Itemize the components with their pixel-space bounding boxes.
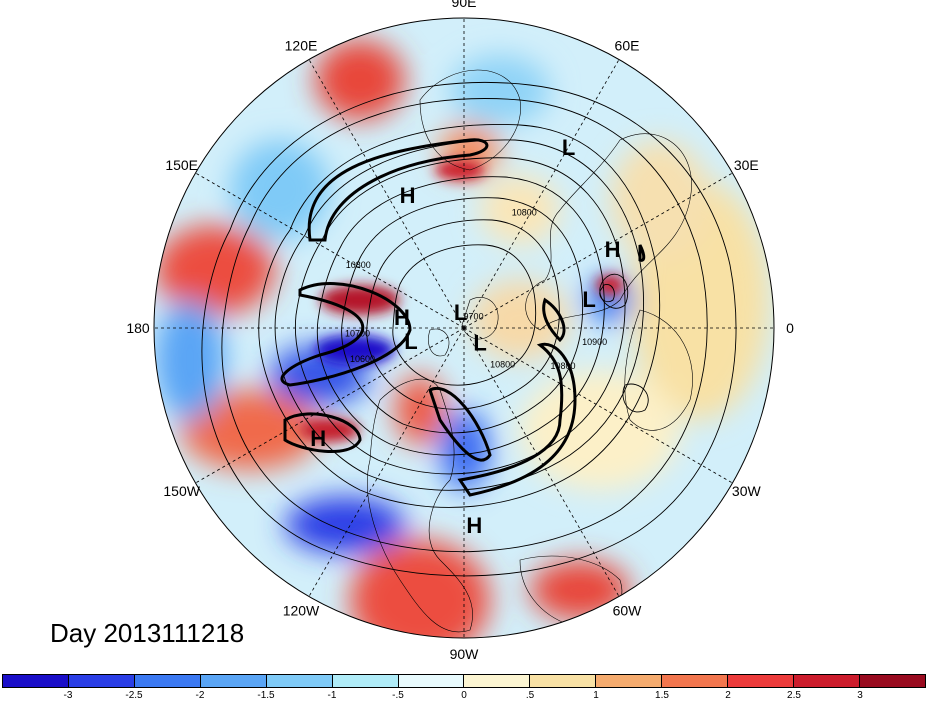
meridian-line [308, 327, 465, 597]
longitude-label: 150W [163, 483, 200, 499]
meridian-line [195, 327, 465, 484]
longitude-label: 0 [786, 320, 794, 336]
colorbar-segment [794, 675, 860, 687]
high-pressure-marker: H [605, 237, 621, 262]
colorbar-segment [134, 675, 201, 687]
colorbar-tick-label: 3 [857, 690, 863, 701]
meridian-line [463, 172, 733, 329]
high-pressure-marker: H [394, 305, 410, 330]
longitude-label: 180 [126, 320, 150, 336]
longitude-labels: 90E 60E 30E 0 30W 60W 90W 120W 150W 180 150E 120E [126, 0, 794, 662]
meridian-line [308, 59, 465, 329]
longitude-label: 60W [613, 602, 643, 618]
low-pressure-marker: L [454, 300, 467, 325]
colorbar-tick-label: 2.5 [787, 690, 801, 701]
contour-label: 9700 [464, 311, 484, 321]
longitude-label: 150E [165, 157, 198, 173]
colorbar-segment [266, 675, 333, 687]
longitude-label: 120W [283, 602, 320, 618]
colorbar-tick-label: 1 [593, 690, 599, 701]
height-contours [201, 81, 737, 577]
colorbar-tick-label: -1.5 [257, 690, 275, 701]
colorbar-segment [859, 675, 925, 687]
low-pressure-marker: L [562, 135, 575, 160]
contour-label: 10700 [345, 328, 370, 338]
colorbar-segment [530, 675, 597, 687]
colorbar-tick-label: -2.5 [125, 690, 143, 701]
coastlines [367, 69, 693, 633]
longitude-label: 90W [450, 646, 480, 662]
colorbar-tick-label: -3 [63, 690, 73, 701]
contour-label: 10800 [490, 360, 515, 370]
colorbar-segment [332, 675, 399, 687]
colorbar-tick-label: -1 [327, 690, 337, 701]
colorbar-tick-label: -2 [195, 690, 205, 701]
contour-label: 10800 [550, 361, 575, 371]
jet-contours [280, 138, 646, 497]
graticule [154, 18, 774, 638]
longitude-label: 30E [734, 157, 759, 173]
colorbar-tick-label: 1.5 [655, 690, 669, 701]
contour-label: 10900 [582, 337, 607, 347]
shading-layer [155, 40, 770, 638]
longitude-label: 90E [452, 0, 477, 10]
colorbar-segment [728, 675, 795, 687]
colorbar-tick-label: 2 [725, 690, 731, 701]
high-pressure-marker: H [466, 513, 482, 538]
colorbar-segment [3, 675, 69, 687]
low-pressure-marker: L [404, 329, 417, 354]
longitude-label: 60E [615, 38, 640, 54]
high-pressure-marker: H [310, 426, 326, 451]
colorbar-segment [662, 675, 729, 687]
colorbar-tick-label: -.5 [392, 690, 404, 701]
meridian-line [463, 327, 620, 597]
colorbar-tick-label: 0 [461, 690, 467, 701]
meridian-line [463, 59, 620, 329]
high-pressure-marker: H [400, 183, 416, 208]
anomaly-cores [300, 160, 624, 442]
colorbar-segment [398, 675, 465, 687]
low-pressure-marker: L [473, 331, 486, 356]
colorbar-segment [596, 675, 663, 687]
contour-labels: 10800 10800 10700 10600 9700 10800 10900 10800 [345, 208, 607, 371]
meridian-line [463, 327, 733, 484]
contour-label: 10800 [346, 260, 371, 270]
contour-label: 10800 [512, 208, 537, 218]
meridian-line [195, 172, 465, 329]
date-label: Day 2013111218 [50, 618, 245, 648]
colorbar [2, 674, 926, 688]
contour-label: 10600 [350, 354, 375, 364]
colorbar-segment [200, 675, 267, 687]
colorbar-segment [464, 675, 531, 687]
longitude-label: 30W [732, 483, 762, 499]
map-boundary [153, 17, 775, 639]
colorbar-segment [68, 675, 135, 687]
colorbar-tick-label: .5 [525, 690, 535, 701]
colorbar-tick-labels: -3 -2.5 -2 -1.5 -1 -.5 0 .5 1 1.5 2 2.5 3 [2, 690, 926, 702]
polar-map: 90E 60E 30E 0 30W 60W 90W 120W 150W 180 150E 120E 1… [126, 0, 794, 662]
low-pressure-marker: L [582, 287, 595, 312]
longitude-label: 120E [285, 38, 318, 54]
